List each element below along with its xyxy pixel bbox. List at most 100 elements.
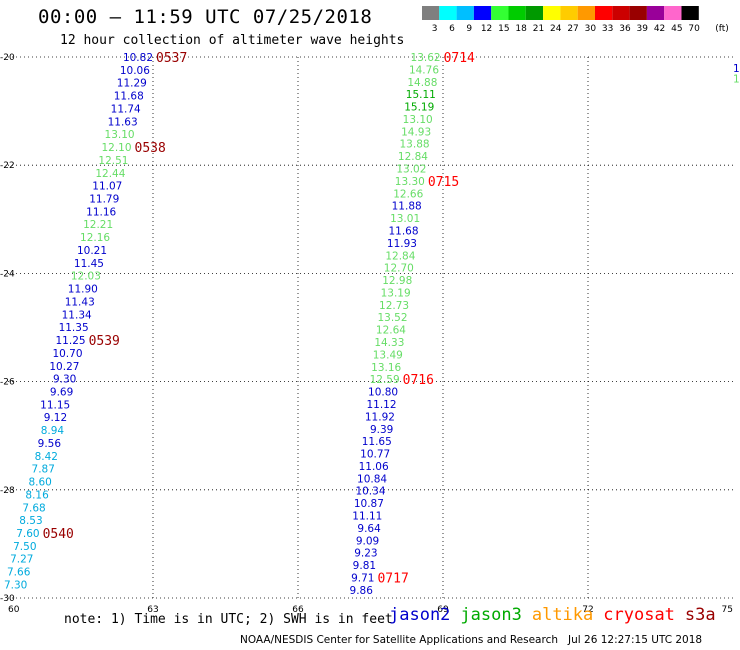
wave-height-label: 11.43	[65, 296, 95, 308]
wave-height-label: 8.53	[19, 515, 42, 527]
y-tick-label: -20	[0, 53, 15, 63]
wave-height-label: 11.92	[365, 411, 395, 423]
color-scale-bar: 3 6 9 12 15 18 21 24 27 30 33 36 39 42 45 70 (ft)	[422, 6, 729, 34]
color-scale-value: 33	[602, 24, 613, 34]
note-text: note: 1) Time is in UTC; 2) SWH is in fe…	[64, 612, 393, 627]
x-tick-label: 60	[8, 605, 20, 615]
color-scale-value: 45	[671, 24, 682, 34]
color-scale-value: 9	[466, 24, 472, 34]
wave-height-label: 13.30	[395, 176, 425, 188]
color-swatch	[491, 6, 509, 20]
wave-height-label: 13.88	[400, 139, 430, 151]
legend-item-jason2: jason2	[389, 605, 451, 625]
color-swatch	[422, 6, 440, 20]
wave-height-label: 12.70	[384, 263, 414, 275]
wave-height-label: 9.81	[353, 560, 376, 572]
wave-height-label: 9.86	[350, 585, 374, 597]
wave-height-label: 11.63	[108, 116, 138, 128]
wave-height-label: 11.15	[40, 399, 70, 411]
color-swatch	[525, 6, 544, 20]
wave-height-label: 11.45	[74, 258, 104, 270]
pass-time-label: 0715	[428, 175, 459, 190]
wave-height-label: 12.44	[95, 168, 125, 180]
color-swatch	[629, 6, 647, 20]
wave-height-label: 11.25	[56, 335, 86, 347]
wave-height-label: 12.16	[80, 232, 110, 244]
wave-height-label: 11.29	[117, 78, 147, 90]
color-scale-value: 15	[498, 24, 509, 34]
wave-height-label: 10.77	[360, 449, 390, 461]
wave-height-label: 7.30	[4, 579, 27, 591]
page-title: 00:00 – 11:59 UTC 07/25/2018	[38, 6, 373, 28]
color-scale-value: 27	[567, 24, 578, 34]
x-tick-label: 72	[582, 605, 593, 615]
wave-height-label: 13.19	[381, 287, 411, 299]
color-scale-value: 36	[619, 24, 631, 34]
wave-height-label: 13.01	[390, 213, 420, 225]
wave-height-label: 7.60	[16, 528, 39, 540]
wave-height-label: 9.71	[351, 572, 374, 584]
wave-height-label: 11.74	[111, 103, 141, 115]
color-swatch	[508, 6, 526, 20]
wave-height-label: 11.12	[366, 399, 396, 411]
color-swatch	[577, 6, 595, 20]
wave-height-label: 10.21	[77, 245, 107, 257]
wave-height-label: 8.60	[28, 477, 51, 489]
wave-height-label: 7.87	[32, 464, 55, 476]
wave-height-label: 7.27	[10, 554, 33, 566]
wave-height-label: 11.93	[387, 238, 417, 250]
color-swatch	[646, 6, 665, 20]
wave-height-label: 15.19	[404, 102, 434, 114]
wave-height-label: 12.84	[385, 250, 415, 262]
x-tick-label: 66	[292, 605, 304, 615]
legend-item-cryosat: cryosat	[603, 605, 675, 625]
wave-height-label: 9.39	[370, 424, 393, 436]
wave-height-label: 11.79	[89, 194, 119, 206]
wave-height-label: 12.03	[71, 271, 101, 283]
wave-height-label: 14.93	[401, 126, 431, 138]
wave-height-label: 7.50	[13, 541, 36, 553]
y-tick-label: -26	[0, 378, 15, 388]
wave-height-label: 13.10	[403, 114, 433, 126]
color-scale-value: 21	[533, 24, 544, 34]
wave-height-label: 12.64	[376, 325, 406, 337]
pass-time-label: 0716	[403, 373, 434, 388]
wave-height-label: 9.69	[50, 386, 73, 398]
wave-height-label: 8.16	[25, 489, 49, 501]
wave-height-label: 11.07	[92, 181, 122, 193]
color-scale-value: 24	[550, 24, 562, 34]
wave-height-label: 13.16	[371, 362, 401, 374]
legend-item-s3a: s3a	[684, 605, 716, 625]
pass-time-label: 0537	[156, 51, 187, 66]
wave-height-label: 10.06	[120, 65, 150, 77]
color-scale-value: 18	[515, 24, 527, 34]
wave-height-label: 7.68	[22, 502, 45, 514]
y-tick-label: -28	[0, 486, 15, 496]
wave-height-label: 12.21	[83, 219, 113, 231]
wave-height-label: 13.02	[396, 164, 426, 176]
wave-height-label: 9.30	[53, 374, 76, 386]
color-scale-value: 12	[481, 24, 492, 34]
wave-height-label: 15.11	[406, 89, 436, 101]
wave-height-label: 11.34	[62, 309, 92, 321]
pass-time-label: 0714	[444, 51, 475, 66]
color-swatch	[473, 6, 492, 20]
wave-height-label: 10.27	[49, 361, 79, 373]
wave-height-label: 12.73	[379, 300, 409, 312]
wave-height-label: 13.49	[373, 349, 403, 361]
color-scale-value: 30	[585, 24, 597, 34]
wave-height-label: 1	[733, 74, 740, 86]
wave-height-label: 7.66	[7, 567, 31, 579]
color-swatch	[612, 6, 630, 20]
wave-height-label: 11.88	[392, 201, 422, 213]
wave-height-label: 9.56	[38, 438, 62, 450]
color-swatch	[681, 6, 699, 20]
page-subtitle: 12 hour collection of altimeter wave hei…	[60, 33, 405, 48]
wave-height-label: 12.84	[398, 151, 428, 163]
wave-height-label: 11	[733, 63, 740, 75]
wave-height-label: 10.82	[123, 52, 153, 64]
wave-height-label: 9.64	[357, 523, 381, 535]
color-scale-value: 39	[637, 24, 649, 34]
wave-height-label: 14.33	[374, 337, 404, 349]
wave-height-label: 11.65	[362, 436, 392, 448]
